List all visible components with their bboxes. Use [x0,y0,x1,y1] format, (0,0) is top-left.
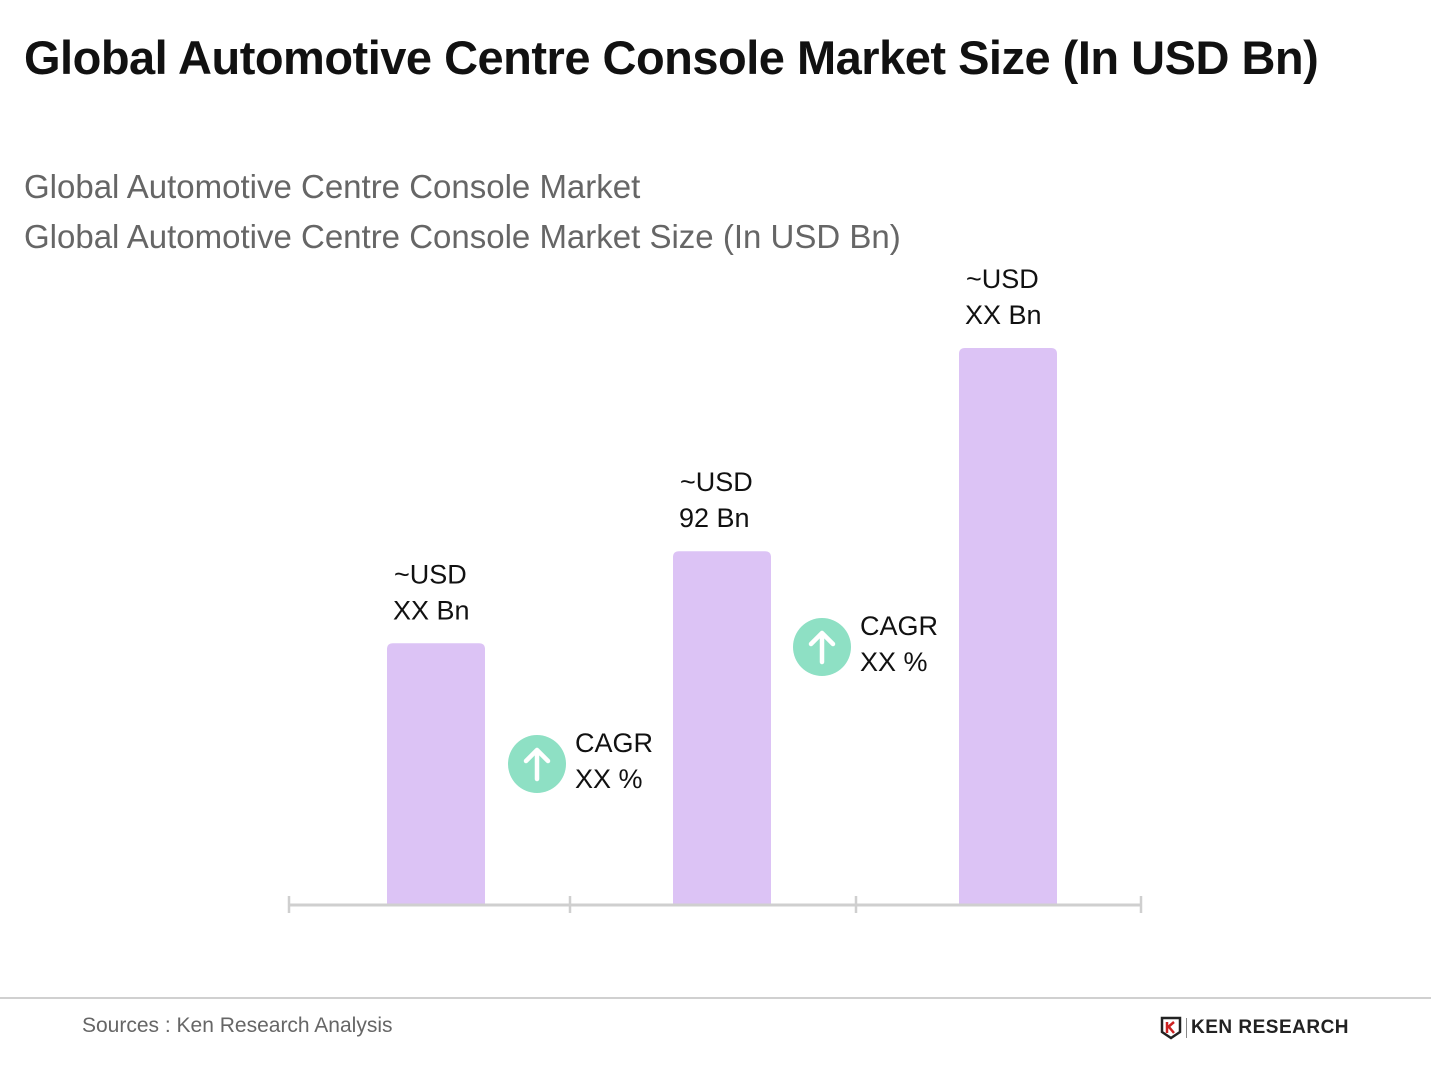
bar [959,348,1057,904]
bar [673,551,771,904]
cagr-label: XX % [860,647,928,677]
cagr-label: CAGR [860,611,938,641]
arrow-up-icon [808,630,836,665]
data-label: ~USD [394,559,467,589]
chart-title: Global Automotive Centre Console Market … [24,31,1319,84]
ken-research-logo: KEN RESEARCH [1160,1016,1349,1040]
footer-divider [0,997,1431,999]
data-label: 92 Bn [679,503,750,533]
source-note: Sources : Ken Research Analysis [82,1014,393,1037]
data-label: XX Bn [965,300,1042,330]
logo-text: KEN RESEARCH [1191,1017,1350,1038]
logo-icon [1160,1016,1182,1040]
data-label: ~USD [966,264,1039,294]
data-label: ~USD [680,467,753,497]
data-label: XX Bn [393,595,470,625]
bar-chart: ~USD XX Bn ~USD 92 Bn ~USD XX Bn CAGR XX % CAGR X… [287,264,1143,913]
chart-subtitle-1: Global Automotive Centre Console Market [24,168,641,205]
cagr-label: CAGR [575,728,653,758]
bar [387,643,485,904]
arrow-up-icon [523,747,551,782]
chart-subtitle-2: Global Automotive Centre Console Market … [24,218,901,255]
cagr-label: XX % [575,764,643,794]
